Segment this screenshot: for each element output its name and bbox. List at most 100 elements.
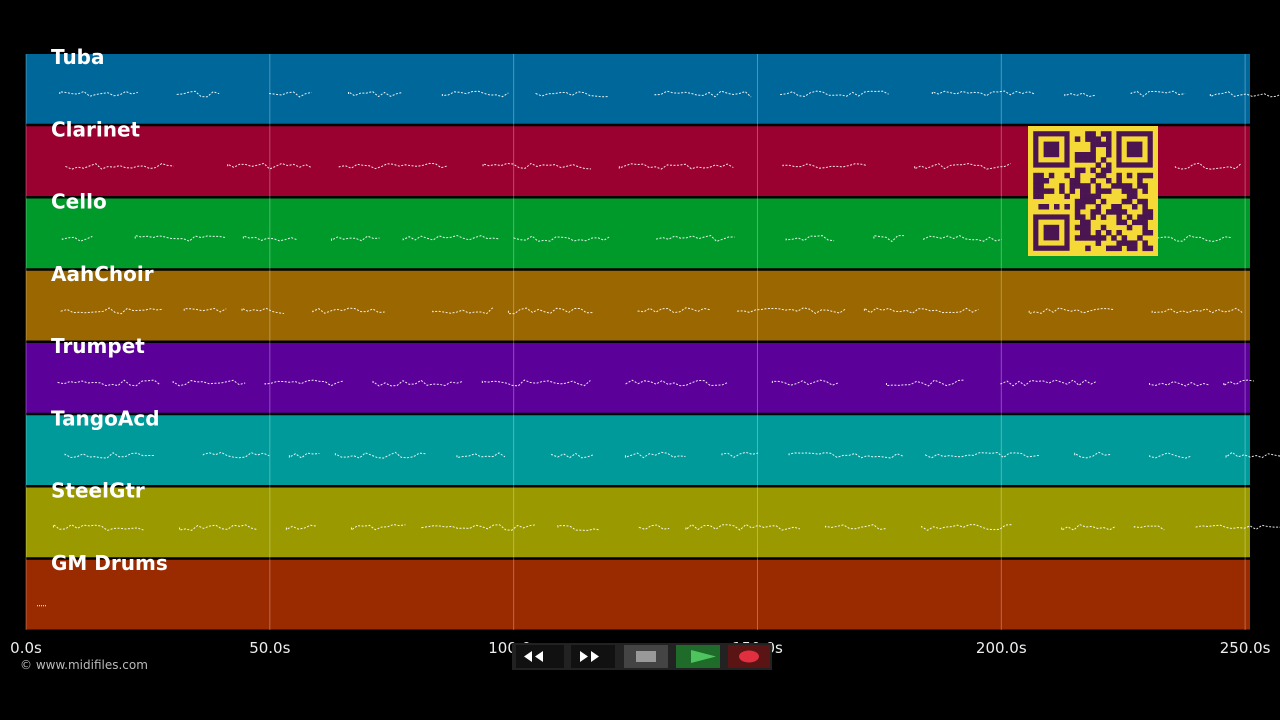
- qr-module: [1106, 230, 1112, 236]
- qr-module: [1090, 214, 1096, 220]
- qr-module: [1100, 141, 1107, 148]
- qr-module: [1111, 183, 1117, 189]
- note: [52, 523, 144, 531]
- qr-module: [1126, 193, 1133, 200]
- stop-button[interactable]: [624, 645, 668, 668]
- qr-module: [1147, 172, 1154, 179]
- qr-module: [1064, 204, 1070, 210]
- track-lane: [26, 559, 1250, 630]
- play-button[interactable]: [676, 645, 720, 668]
- qr-module: [1126, 172, 1133, 179]
- qr-module: [1126, 214, 1133, 220]
- qr-module: [1080, 188, 1086, 194]
- note: [288, 452, 320, 459]
- qr-module: [1074, 235, 1081, 241]
- note: [685, 523, 801, 531]
- qr-module: [1116, 172, 1122, 179]
- qr-module: [1069, 183, 1076, 189]
- x-tick-label: 50.0s: [249, 639, 290, 657]
- note: [1000, 379, 1098, 387]
- qr-module: [1085, 131, 1091, 137]
- qr-module: [1090, 146, 1096, 153]
- qr-module: [1137, 235, 1143, 241]
- qr-module: [1069, 188, 1076, 194]
- note: [1223, 379, 1254, 387]
- note: [1174, 162, 1242, 170]
- note: [59, 90, 138, 97]
- track-name: Clarinet: [51, 117, 141, 141]
- note: [924, 452, 1040, 459]
- note: [637, 307, 710, 314]
- qr-finder: [1043, 141, 1060, 158]
- track-name: AahChoir: [51, 262, 154, 286]
- qr-module: [1095, 188, 1102, 194]
- forward-button[interactable]: [571, 645, 615, 668]
- qr-module: [1100, 172, 1107, 179]
- qr-module: [1142, 230, 1148, 236]
- qr-module: [1106, 188, 1112, 194]
- forward-icon: [580, 651, 599, 662]
- qr-module: [1137, 172, 1143, 179]
- qr-module: [1126, 240, 1133, 246]
- note: [771, 379, 839, 386]
- note: [638, 524, 670, 530]
- qr-module: [1137, 178, 1143, 184]
- qr-module: [1121, 198, 1128, 205]
- qr-module: [1116, 209, 1122, 215]
- note: [57, 379, 161, 387]
- qr-module: [1132, 204, 1138, 210]
- note: [176, 90, 220, 98]
- qr-module: [1080, 152, 1086, 158]
- note: [923, 235, 1002, 242]
- qr-module: [1116, 214, 1122, 220]
- qr-module: [1074, 178, 1081, 184]
- qr-module: [1080, 157, 1086, 163]
- qr-module: [1090, 178, 1096, 184]
- qr-module: [1111, 245, 1117, 252]
- note: [350, 524, 406, 531]
- qr-module: [1074, 136, 1081, 142]
- note: [780, 90, 889, 97]
- qr-module: [1132, 240, 1138, 246]
- qr-module: [1137, 219, 1143, 226]
- note: [64, 452, 156, 459]
- qr-module: [1074, 183, 1081, 189]
- note: [624, 451, 686, 459]
- note: [338, 162, 448, 170]
- note: [421, 524, 536, 531]
- qr-module: [1059, 183, 1065, 189]
- rewind-button[interactable]: [516, 645, 564, 668]
- note: [269, 91, 312, 98]
- qr-module: [1100, 198, 1107, 205]
- qr-module: [1090, 235, 1096, 241]
- qr-module: [1038, 172, 1044, 179]
- notes: [37, 90, 1280, 607]
- qr-module: [1074, 172, 1081, 179]
- rewind-icon: [524, 651, 543, 662]
- qr-module: [1142, 224, 1148, 231]
- note: [1225, 451, 1280, 459]
- qr-module: [1059, 188, 1065, 194]
- qr-module: [1126, 183, 1133, 189]
- note: [402, 234, 500, 241]
- qr-module: [1043, 204, 1050, 210]
- track-lane: [26, 415, 1250, 485]
- copyright: © www.midifiles.com: [20, 658, 148, 672]
- qr-module: [1106, 152, 1112, 158]
- qr-module: [1090, 209, 1096, 215]
- record-button[interactable]: [728, 645, 770, 668]
- qr-module: [1080, 204, 1086, 210]
- track-name: Cello: [51, 190, 107, 214]
- x-tick-label: 250.0s: [1220, 639, 1271, 657]
- qr-module: [1111, 209, 1117, 215]
- qr-module: [1095, 209, 1102, 215]
- note: [456, 452, 506, 459]
- qr-module: [1095, 183, 1102, 189]
- note: [535, 91, 609, 98]
- qr-module: [1043, 188, 1050, 194]
- note: [1195, 524, 1280, 530]
- qr-module: [1121, 240, 1128, 246]
- qr-module: [1080, 224, 1086, 231]
- qr-module: [1116, 219, 1122, 226]
- track-name: GM Drums: [51, 551, 168, 575]
